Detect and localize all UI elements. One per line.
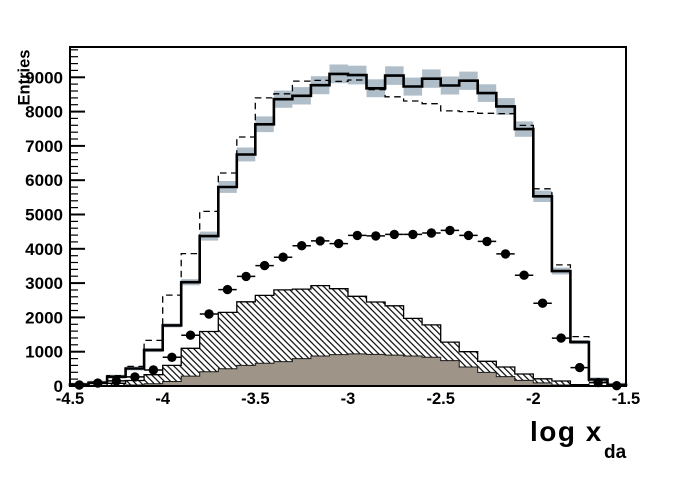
svg-text:2000: 2000 [25, 308, 63, 327]
svg-text:log x: log x [530, 416, 603, 447]
svg-text:6000: 6000 [25, 171, 63, 190]
svg-text:da: da [604, 442, 627, 463]
svg-text:4000: 4000 [25, 240, 63, 259]
svg-text:5000: 5000 [25, 206, 63, 225]
svg-text:-2.5: -2.5 [426, 390, 454, 408]
svg-text:8000: 8000 [25, 103, 63, 122]
svg-text:-4.5: -4.5 [56, 390, 84, 408]
svg-text:7000: 7000 [25, 137, 63, 156]
svg-text:3000: 3000 [25, 274, 63, 293]
svg-text:1000: 1000 [25, 343, 63, 362]
svg-text:9000: 9000 [25, 68, 63, 87]
svg-text:0: 0 [54, 377, 63, 396]
svg-text:-4: -4 [155, 390, 170, 408]
svg-text:Entries: Entries [16, 50, 34, 106]
svg-text:-2: -2 [526, 390, 541, 408]
svg-text:-3: -3 [341, 390, 356, 408]
svg-text:-3.5: -3.5 [241, 390, 269, 408]
svg-text:-1.5: -1.5 [612, 390, 640, 408]
